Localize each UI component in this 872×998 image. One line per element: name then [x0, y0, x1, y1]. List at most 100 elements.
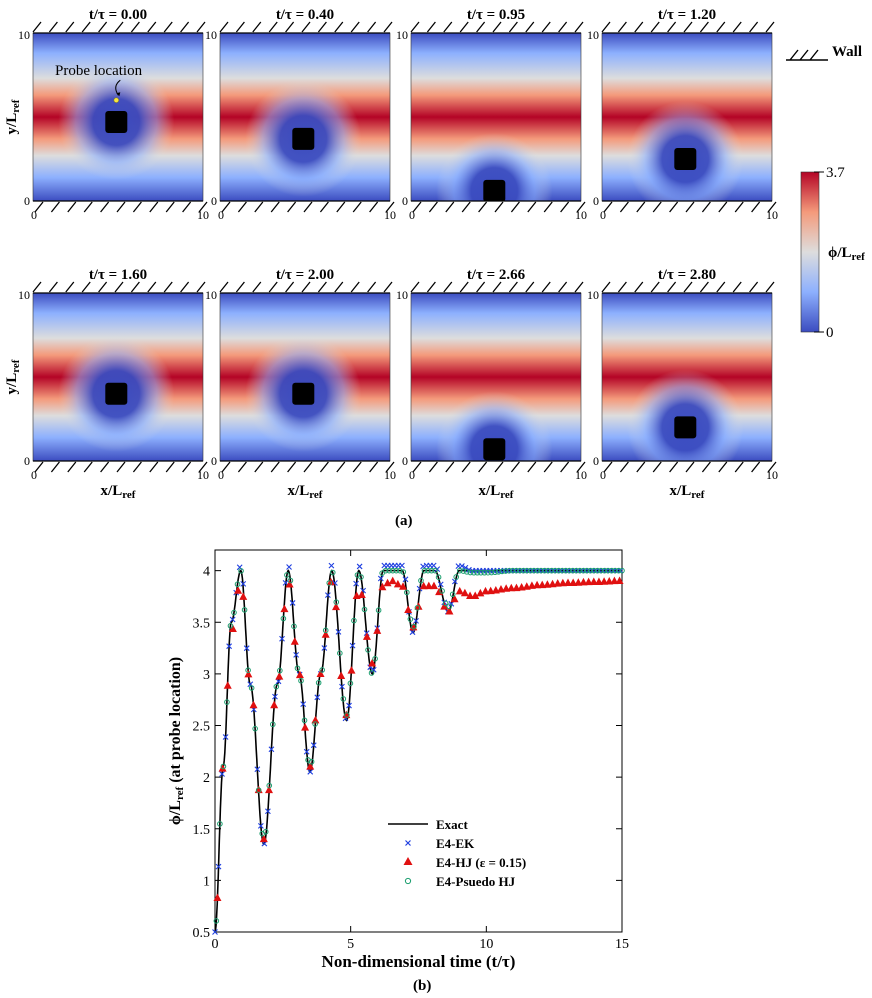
- top-hatch-mark: [558, 281, 568, 293]
- data-point-triangle: [450, 594, 459, 603]
- bottom-hatch-mark: [221, 201, 231, 213]
- bottom-hatch-mark: [652, 201, 662, 213]
- top-hatch-mark: [48, 21, 58, 33]
- bottom-hatch-mark: [50, 201, 60, 213]
- top-hatch-mark: [32, 281, 42, 293]
- data-point-x: [293, 652, 300, 658]
- bottom-hatch-mark: [428, 461, 438, 473]
- data-point-circle: [516, 567, 523, 574]
- top-hatch-mark: [65, 281, 75, 293]
- data-point-circle: [506, 567, 512, 574]
- data-point-circle: [513, 567, 519, 574]
- data-point-circle: [322, 627, 329, 634]
- data-point-triangle: [275, 672, 284, 680]
- data-point-x: [286, 564, 292, 570]
- data-point-circle: [255, 787, 262, 793]
- y-tick-max: 10: [587, 28, 599, 42]
- data-point-circle: [531, 567, 537, 574]
- wall-hatch: [410, 281, 586, 473]
- top-hatch-mark: [492, 21, 502, 33]
- y-tick-max: 10: [396, 28, 408, 42]
- data-point-triangle: [589, 577, 598, 586]
- bottom-hatch-mark: [576, 201, 586, 213]
- data-point-circle: [439, 588, 445, 594]
- data-point-circle: [361, 606, 368, 613]
- bottom-hatch-mark: [336, 201, 346, 213]
- data-point-circle: [580, 567, 586, 574]
- data-point-triangle: [301, 723, 310, 731]
- data-point-x: [257, 822, 264, 829]
- data-point-circle: [284, 572, 290, 578]
- data-point-x: [402, 576, 409, 583]
- top-hatch-mark: [301, 281, 311, 293]
- legend-label: E4-EK: [436, 836, 475, 851]
- data-point-circle: [559, 567, 565, 574]
- time-label: t/τ = 1.60: [89, 267, 147, 283]
- top-hatch-mark: [634, 21, 644, 33]
- wall-hatch: [219, 21, 395, 213]
- top-hatch-mark: [410, 281, 420, 293]
- data-point-circle: [312, 721, 318, 727]
- bottom-hatch-mark: [494, 201, 504, 213]
- bottom-hatch-mark: [560, 201, 570, 213]
- obstacle-square: [292, 127, 315, 150]
- data-point-triangle: [440, 602, 449, 610]
- panel-field: [411, 33, 581, 201]
- x-axis-title: Non-dimensional time (t/τ): [322, 952, 516, 971]
- data-point-triangle: [424, 581, 433, 590]
- top-hatch-mark: [574, 281, 584, 293]
- top-hatch-mark: [98, 21, 108, 33]
- contour-panel: t/τ = 2.66 10 00 10 x/Lref: [396, 267, 587, 501]
- data-point-x: [377, 575, 384, 582]
- data-point-circle: [333, 599, 340, 605]
- top-hatch-mark: [196, 21, 206, 33]
- top-hatch-mark: [32, 21, 42, 33]
- data-point-x: [335, 629, 342, 635]
- data-point-triangle: [259, 834, 268, 843]
- bottom-hatch-mark: [603, 201, 613, 213]
- top-hatch-mark: [508, 281, 518, 293]
- top-hatch-mark: [98, 281, 108, 293]
- time-label: t/τ = 2.66: [467, 267, 526, 283]
- bottom-hatch-mark: [636, 461, 646, 473]
- data-point-x: [356, 563, 363, 570]
- data-point-circle: [227, 623, 234, 629]
- data-point-triangle: [295, 670, 304, 679]
- data-point-circle: [538, 567, 544, 574]
- top-hatch-mark: [476, 281, 486, 293]
- data-point-circle: [548, 567, 555, 574]
- time-label: t/τ = 1.20: [658, 7, 716, 23]
- data-point-triangle: [228, 624, 237, 632]
- top-hatch-mark: [383, 21, 393, 33]
- x-tick-max: 10: [575, 208, 587, 222]
- top-hatch-mark: [219, 281, 229, 293]
- data-point-circle: [467, 569, 474, 576]
- y-axis-title: ϕ/Lref (at probe location): [167, 657, 186, 825]
- colorbar: 3.7 0 ϕ/Lref: [800, 165, 865, 341]
- data-point-circle: [573, 567, 579, 574]
- data-point-triangle: [615, 576, 624, 584]
- obstacle-square: [674, 416, 697, 439]
- bottom-hatch-mark: [221, 461, 231, 473]
- contour-panel: t/τ = 2.80 10 00 10 x/Lref: [587, 267, 778, 501]
- top-hatch-mark: [114, 281, 124, 293]
- wall-label: Wall: [832, 44, 862, 60]
- data-point-triangle: [290, 637, 299, 645]
- top-hatch-mark: [650, 21, 660, 33]
- contour-panel: t/τ = 0.00 10 00 10 y/Lref Probe location: [4, 7, 209, 222]
- bottom-hatch-mark: [619, 201, 629, 213]
- data-point-circle: [396, 567, 403, 574]
- legend-swatch-circle: [404, 877, 412, 885]
- data-point-circle: [375, 607, 382, 614]
- bottom-hatch-mark: [352, 461, 362, 473]
- x-tick-max: 10: [384, 468, 396, 482]
- probe-marker: [113, 97, 119, 103]
- x-tick-min: 0: [600, 208, 606, 222]
- data-point-triangle: [347, 666, 356, 674]
- data-point-circle: [329, 569, 336, 576]
- data-point-circle: [231, 609, 237, 616]
- data-point-circle: [562, 567, 569, 574]
- x-tick-min: 0: [31, 468, 37, 482]
- data-point-circle: [301, 717, 308, 724]
